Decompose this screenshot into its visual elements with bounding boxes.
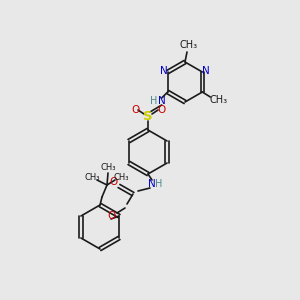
- Text: H: H: [155, 179, 163, 189]
- Text: H: H: [150, 96, 158, 106]
- Text: CH₃: CH₃: [209, 95, 227, 105]
- Text: O: O: [110, 177, 118, 187]
- Text: N: N: [158, 96, 166, 106]
- Text: CH₃: CH₃: [100, 163, 116, 172]
- Text: S: S: [143, 110, 153, 124]
- Text: CH₃: CH₃: [180, 40, 198, 50]
- Text: CH₃: CH₃: [84, 173, 100, 182]
- Text: N: N: [160, 66, 168, 76]
- Text: N: N: [148, 179, 156, 189]
- Text: CH₃: CH₃: [113, 173, 129, 182]
- Text: O: O: [131, 105, 139, 115]
- Text: O: O: [107, 211, 115, 221]
- Text: N: N: [202, 66, 210, 76]
- Text: O: O: [157, 105, 165, 115]
